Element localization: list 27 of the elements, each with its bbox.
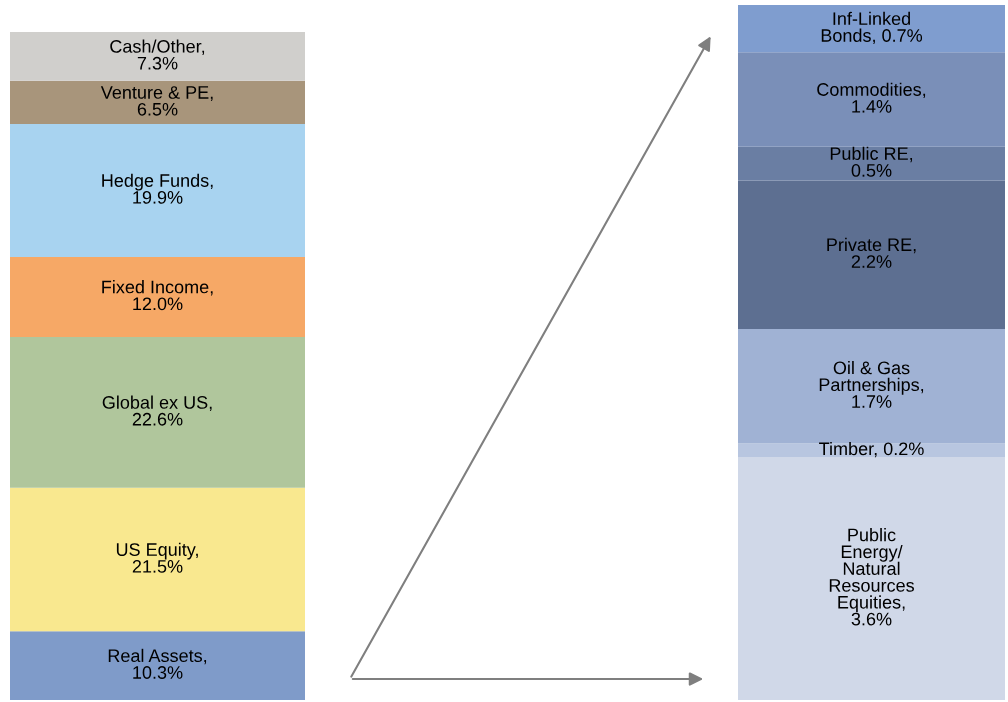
bar (738, 457, 1005, 700)
bar (10, 32, 305, 81)
bar (10, 124, 305, 257)
bar (10, 256, 305, 337)
bar (738, 146, 1005, 181)
bar (738, 5, 1005, 53)
data-label: Cash/Other, 7.3% (110, 39, 205, 70)
data-label: US Equity, 21.5% (116, 542, 198, 573)
bar (738, 328, 1005, 444)
data-label: Fixed Income, 12.0% (102, 280, 213, 311)
bar (10, 336, 305, 488)
bar (10, 487, 305, 632)
data-label: Public Energy/ Natural Resources Equities, 3.6% (829, 528, 914, 626)
data-label: Oil & Gas Partnerships, 1.7% (819, 360, 924, 408)
data-label: Global ex US, 22.6% (102, 395, 212, 426)
data-label: Hedge Funds, 19.9% (102, 173, 213, 204)
data-label: Real Assets, 10.3% (108, 648, 207, 679)
bar (10, 80, 305, 125)
data-label: Venture & PE, 6.5% (100, 86, 213, 116)
bar (10, 631, 305, 700)
data-label: Timber, 0.2% (819, 441, 924, 458)
data-label: Public RE, 0.5% (830, 146, 913, 177)
data-label: Inf-Linked Bonds, 0.7% (821, 11, 923, 45)
bar (738, 180, 1005, 329)
bar (738, 52, 1005, 147)
data-label: Commodities, 1.4% (817, 82, 926, 113)
data-label: Private RE, 2.2% (827, 237, 916, 268)
